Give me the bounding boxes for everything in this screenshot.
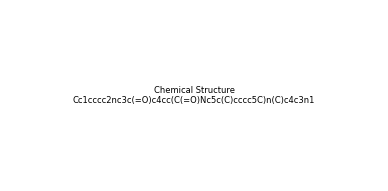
Text: Chemical Structure
Cc1cccc2nc3c(=O)c4cc(C(=O)Nc5c(C)cccc5C)n(C)c4c3n1: Chemical Structure Cc1cccc2nc3c(=O)c4cc(… — [73, 86, 315, 105]
